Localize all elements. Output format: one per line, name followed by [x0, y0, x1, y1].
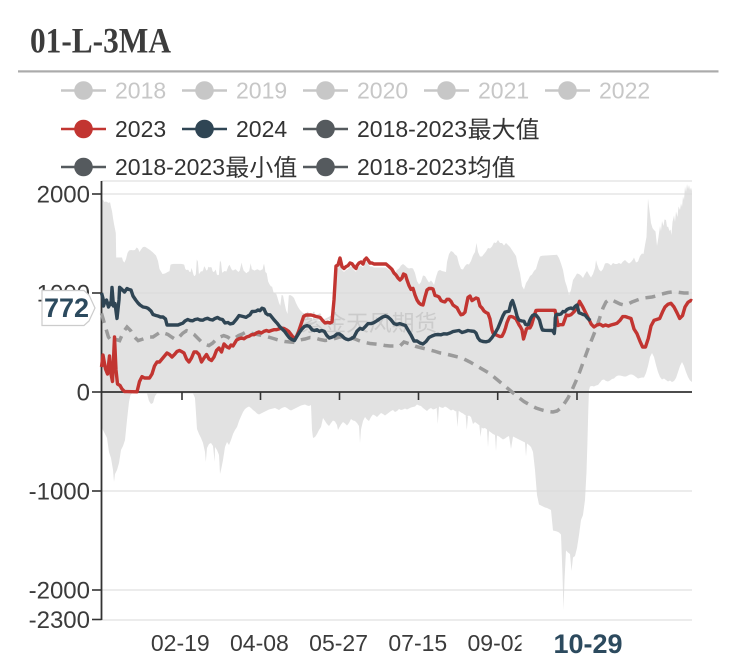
- svg-text:2018-2023: 2018-2023: [115, 154, 225, 180]
- svg-text:2020: 2020: [357, 78, 408, 104]
- svg-text:2018-2023: 2018-2023: [357, 116, 467, 142]
- svg-text:09-02: 09-02: [467, 630, 526, 656]
- svg-text:-1000: -1000: [29, 479, 90, 506]
- svg-text:2023: 2023: [115, 116, 166, 142]
- svg-text:2022: 2022: [599, 78, 650, 104]
- svg-text:04-08: 04-08: [230, 630, 289, 656]
- svg-text:2021: 2021: [478, 78, 529, 104]
- svg-text:2018-2023: 2018-2023: [357, 154, 467, 180]
- svg-text:05-27: 05-27: [309, 630, 368, 656]
- svg-text:2019: 2019: [236, 78, 287, 104]
- svg-text:-2300: -2300: [29, 607, 90, 634]
- svg-text:2000: 2000: [37, 182, 90, 209]
- svg-text:-2000: -2000: [29, 578, 90, 605]
- svg-text:10-29: 10-29: [553, 629, 622, 659]
- svg-text:2018: 2018: [115, 78, 166, 104]
- svg-text:0: 0: [77, 380, 90, 407]
- svg-text:01-L-3MA: 01-L-3MA: [30, 21, 171, 61]
- svg-text:772: 772: [44, 293, 89, 323]
- svg-text:2024: 2024: [236, 116, 287, 142]
- svg-text:07-15: 07-15: [388, 630, 447, 656]
- svg-text:02-19: 02-19: [151, 630, 210, 656]
